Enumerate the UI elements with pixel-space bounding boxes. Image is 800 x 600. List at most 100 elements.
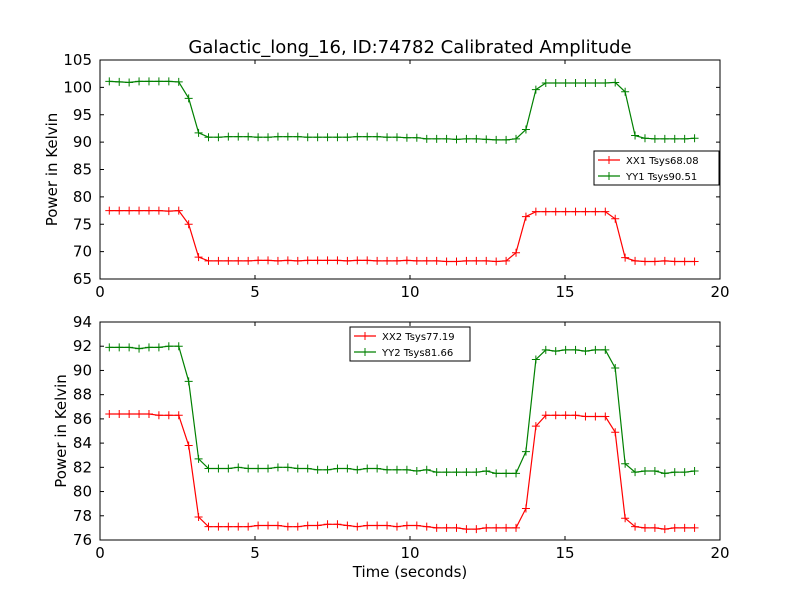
data-point-marker (402, 256, 411, 265)
data-point-marker (492, 135, 501, 144)
y-tick-label: 65 (73, 270, 92, 288)
data-point-marker (611, 78, 620, 87)
data-point-marker (581, 78, 590, 87)
data-point-marker (234, 522, 243, 531)
data-point-marker (204, 256, 213, 265)
data-point-marker (363, 521, 372, 530)
data-point-marker (650, 134, 659, 143)
x-tick-label: 15 (555, 283, 574, 301)
data-point-marker (234, 132, 243, 141)
y-tick-label: 105 (63, 51, 92, 69)
data-point-marker (442, 468, 451, 477)
data-point-marker (214, 522, 223, 531)
data-point-marker (115, 206, 124, 215)
bottom-legend: XX2 Tsys77.19 YY2 Tsys81.66 (349, 326, 471, 362)
data-point-marker (402, 465, 411, 474)
data-point-marker (264, 133, 273, 142)
data-point-marker (462, 256, 471, 265)
data-point-marker (422, 522, 431, 531)
data-point-marker (690, 466, 699, 475)
y-tick-label: 82 (73, 458, 92, 476)
data-point-marker (154, 411, 163, 420)
data-point-marker (144, 410, 153, 419)
x-tick-label: 20 (710, 544, 729, 562)
data-point-marker (482, 256, 491, 265)
data-point-marker (561, 345, 570, 354)
data-point-marker (273, 132, 282, 141)
data-point-marker (412, 256, 421, 265)
data-point-marker (541, 207, 550, 216)
chart-title: Galactic_long_16, ID:74782 Calibrated Am… (188, 37, 631, 58)
data-point-marker (591, 207, 600, 216)
data-point-marker (472, 468, 481, 477)
data-point-marker (690, 257, 699, 266)
data-point-marker (392, 133, 401, 142)
data-point-marker (670, 468, 679, 477)
data-point-marker (264, 256, 273, 265)
data-point-marker (115, 410, 124, 419)
legend-label: YY2 Tsys81.66 (381, 348, 453, 359)
data-point-marker (154, 343, 163, 352)
legend-label: YY1 Tsys90.51 (625, 172, 697, 183)
legend-marker (361, 348, 369, 356)
data-point-marker (264, 521, 273, 530)
data-point-marker (502, 469, 511, 478)
data-point-marker (392, 465, 401, 474)
data-point-marker (383, 256, 392, 265)
data-point-marker (561, 78, 570, 87)
data-point-marker (551, 78, 560, 87)
data-point-marker (244, 464, 253, 473)
data-point-marker (631, 131, 640, 140)
data-point-marker (660, 256, 669, 265)
data-point-marker (432, 134, 441, 143)
data-point-marker (611, 364, 620, 373)
data-point-marker (422, 134, 431, 143)
data-point-marker (383, 133, 392, 142)
data-point-marker (333, 133, 342, 142)
data-point-marker (571, 78, 580, 87)
data-point-marker (621, 459, 630, 468)
data-point-marker (303, 133, 312, 142)
data-point-marker (690, 134, 699, 143)
data-point-marker (571, 345, 580, 354)
data-point-marker (234, 463, 243, 472)
data-point-marker (412, 466, 421, 475)
legend-box (349, 326, 471, 362)
y-tick-label: 88 (73, 386, 92, 404)
data-point-marker (313, 256, 322, 265)
data-point-marker (601, 412, 610, 421)
data-point-marker (432, 256, 441, 265)
y-tick-label: 70 (73, 243, 92, 261)
data-point-marker (105, 410, 114, 419)
y-tick-label: 80 (73, 188, 92, 206)
data-point-marker (432, 523, 441, 532)
data-point-marker (601, 345, 610, 354)
y-tick-label: 92 (73, 337, 92, 355)
data-point-marker (581, 347, 590, 356)
data-point-marker (502, 523, 511, 532)
y-tick-label: 94 (73, 313, 92, 331)
data-point-marker (194, 512, 203, 521)
data-point-marker (125, 343, 134, 352)
data-point-marker (204, 133, 213, 142)
data-point-marker (561, 411, 570, 420)
data-point-marker (422, 465, 431, 474)
data-point-marker (224, 132, 233, 141)
data-point-marker (452, 257, 461, 266)
data-point-marker (383, 521, 392, 530)
data-point-marker (442, 134, 451, 143)
data-point-marker (343, 256, 352, 265)
data-point-marker (412, 521, 421, 530)
x-tick-label: 10 (400, 283, 419, 301)
data-point-marker (254, 133, 263, 142)
legend-box (593, 150, 720, 186)
data-point-marker (621, 253, 630, 262)
data-point-marker (492, 523, 501, 532)
data-point-marker (184, 441, 193, 450)
y-tick-label: 84 (73, 434, 92, 452)
data-point-marker (373, 521, 382, 530)
data-point-marker (650, 466, 659, 475)
data-point-marker (135, 206, 144, 215)
data-point-marker (462, 134, 471, 143)
